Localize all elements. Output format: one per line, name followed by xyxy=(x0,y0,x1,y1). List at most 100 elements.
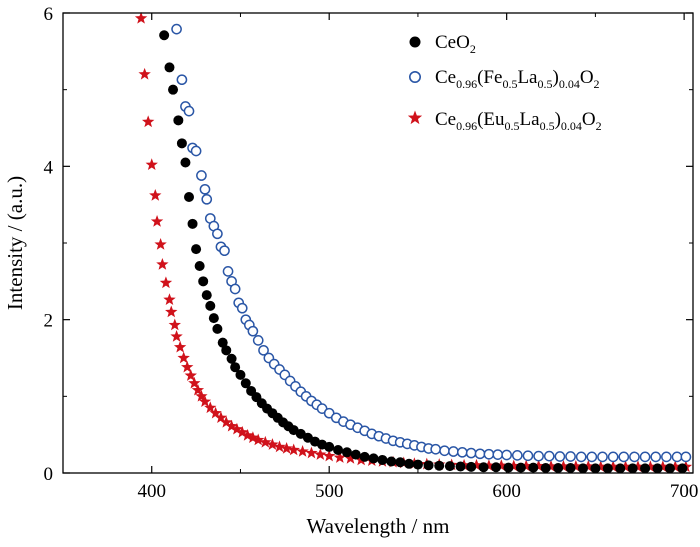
data-point xyxy=(478,462,489,473)
series-0 xyxy=(159,30,688,474)
data-point xyxy=(582,459,595,472)
data-point xyxy=(423,460,434,471)
data-point xyxy=(543,450,555,462)
plot-area xyxy=(62,11,694,474)
data-point xyxy=(575,451,587,463)
data-point xyxy=(199,183,211,195)
data-point xyxy=(606,460,620,473)
data-point xyxy=(474,448,486,460)
data-point xyxy=(395,457,406,468)
data-point xyxy=(661,451,672,463)
data-point xyxy=(444,461,455,472)
data-point xyxy=(664,463,675,474)
data-point xyxy=(230,362,241,373)
data-point xyxy=(483,448,495,460)
data-point xyxy=(287,443,300,456)
data-point xyxy=(184,369,197,381)
data-point xyxy=(314,448,327,460)
data-point xyxy=(212,323,223,334)
legend-marker-eu-la xyxy=(407,110,423,125)
y-tick-label: 0 xyxy=(44,464,54,485)
data-point xyxy=(240,378,251,389)
data-point xyxy=(439,445,450,457)
data-point xyxy=(204,401,217,414)
data-point xyxy=(448,446,459,457)
data-point xyxy=(492,449,504,460)
data-point xyxy=(639,451,651,463)
data-point xyxy=(565,463,576,474)
data-point xyxy=(368,453,379,464)
data-point xyxy=(470,458,483,471)
data-point xyxy=(201,290,212,301)
data-point xyxy=(586,451,598,463)
x-tick-label: 700 xyxy=(670,481,699,502)
data-point xyxy=(177,351,190,364)
data-point xyxy=(533,450,544,462)
data-point xyxy=(163,293,176,305)
data-point xyxy=(386,456,397,467)
data-point xyxy=(619,460,632,473)
data-point xyxy=(305,446,318,459)
data-point xyxy=(569,459,583,472)
data-point xyxy=(677,463,688,474)
data-point xyxy=(577,463,588,474)
data-point xyxy=(522,450,534,462)
data-point xyxy=(597,451,608,463)
data-point xyxy=(184,192,194,202)
data-point xyxy=(198,276,209,287)
y-tick-label: 6 xyxy=(44,4,54,25)
data-point xyxy=(230,422,244,435)
data-point xyxy=(258,344,269,356)
series-1 xyxy=(171,23,692,463)
data-point xyxy=(333,445,344,455)
data-point xyxy=(404,458,415,469)
data-point xyxy=(482,459,496,471)
legend: CeO2 Ce0.96(Fe0.5La0.5)0.04O2 Ce0.96(Eu0… xyxy=(407,32,602,133)
data-point xyxy=(190,145,202,157)
series-2 xyxy=(134,11,693,473)
data-point xyxy=(194,261,205,271)
data-point xyxy=(219,245,230,257)
data-point xyxy=(259,435,272,448)
data-point xyxy=(503,462,514,473)
data-point xyxy=(515,462,526,473)
data-point xyxy=(159,30,170,41)
data-point xyxy=(205,300,216,311)
data-point xyxy=(644,460,657,473)
data-point xyxy=(188,376,201,389)
data-point xyxy=(465,447,477,459)
data-point xyxy=(196,170,207,181)
data-point xyxy=(226,353,237,364)
data-point xyxy=(344,451,357,464)
data-point xyxy=(222,266,234,277)
data-point xyxy=(669,460,682,473)
data-point xyxy=(540,463,551,474)
x-axis-title: Wavelength / nm xyxy=(307,514,450,538)
data-point xyxy=(430,443,442,455)
data-point xyxy=(377,454,388,465)
data-point xyxy=(323,449,336,462)
data-point xyxy=(154,238,167,250)
data-point xyxy=(156,257,169,270)
data-point xyxy=(631,460,645,473)
data-point xyxy=(652,463,663,474)
data-point xyxy=(280,441,293,454)
data-point xyxy=(466,461,477,472)
data-point xyxy=(176,74,188,86)
data-point xyxy=(544,459,558,472)
data-point xyxy=(173,340,187,353)
data-point xyxy=(324,441,335,452)
y-tick-label: 4 xyxy=(44,157,54,178)
legend-label-eu-la: Ce0.96(Eu0.5La0.5)0.04O2 xyxy=(435,109,602,133)
legend-label-fe-la: Ce0.96(Fe0.5La0.5)0.04O2 xyxy=(435,67,600,91)
data-point xyxy=(650,451,662,463)
x-tick-label: 500 xyxy=(315,481,344,502)
data-point xyxy=(333,451,347,463)
data-point xyxy=(208,313,219,324)
data-point xyxy=(532,459,545,472)
data-point xyxy=(680,451,692,463)
data-point xyxy=(198,395,212,407)
data-point xyxy=(168,318,181,331)
data-point xyxy=(296,445,309,457)
